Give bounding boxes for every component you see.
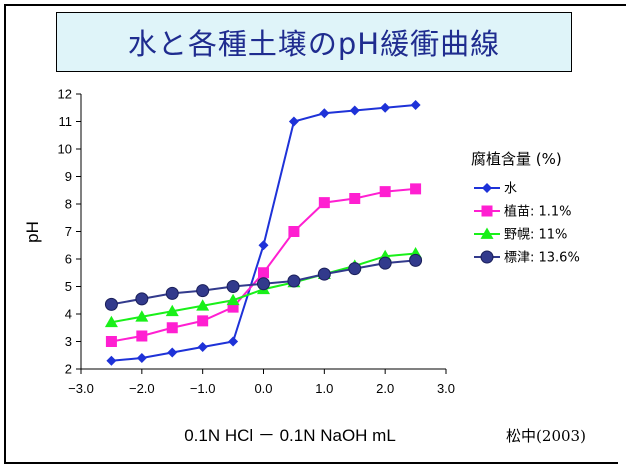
x-tick-label: 0.0 bbox=[254, 381, 272, 396]
data-point-s2-1 bbox=[135, 310, 149, 322]
y-tick-label: 7 bbox=[65, 224, 72, 239]
y-axis-title: pH bbox=[23, 221, 42, 243]
legend-title: 腐植含量 (%) bbox=[471, 150, 562, 168]
data-point-s1-3 bbox=[197, 315, 209, 327]
data-point-s3-5 bbox=[257, 277, 270, 291]
legend-marker-3 bbox=[480, 250, 494, 264]
x-tick-label: −2.0 bbox=[129, 381, 155, 396]
data-point-s3-2 bbox=[165, 286, 179, 300]
data-point-s0-5 bbox=[258, 240, 269, 251]
data-point-s1-8 bbox=[349, 193, 361, 204]
data-point-s0-1 bbox=[136, 353, 147, 363]
source-citation: 松中(2003) bbox=[506, 427, 586, 445]
data-point-s1-10 bbox=[410, 183, 422, 195]
y-tick-label: 4 bbox=[65, 307, 72, 322]
data-point-s3-6 bbox=[287, 274, 301, 288]
data-point-s0-0 bbox=[106, 355, 117, 366]
legend-marker-1 bbox=[481, 205, 493, 217]
data-point-s3-0 bbox=[104, 297, 118, 311]
y-tick-label: 3 bbox=[65, 334, 72, 349]
data-point-s1-1 bbox=[136, 330, 148, 342]
data-point-s1-7 bbox=[318, 197, 330, 209]
y-tick-label: 10 bbox=[58, 142, 72, 157]
x-tick-label: −1.0 bbox=[190, 381, 216, 396]
chart-title: 水と各種土壌のpH緩衝曲線 bbox=[127, 27, 501, 61]
x-tick-label: 2.0 bbox=[376, 381, 394, 396]
data-point-s0-10 bbox=[410, 100, 421, 110]
data-point-s1-0 bbox=[105, 336, 117, 347]
legend-label-1: 植苗: 1.1% bbox=[504, 205, 572, 220]
data-point-s0-2 bbox=[167, 347, 178, 358]
data-point-s1-5 bbox=[258, 267, 269, 279]
x-axis-title: 0.1N HCl － 0.1N NaOH mL bbox=[184, 426, 396, 445]
x-tick-label: 1.0 bbox=[315, 381, 333, 396]
data-point-s0-7 bbox=[319, 108, 330, 119]
y-tick-label: 9 bbox=[65, 169, 72, 184]
data-point-s1-9 bbox=[379, 186, 391, 198]
data-point-s0-8 bbox=[349, 105, 360, 116]
y-tick-label: 2 bbox=[65, 362, 72, 377]
data-point-s1-2 bbox=[166, 322, 178, 334]
data-point-s3-3 bbox=[196, 284, 210, 298]
data-point-s2-2 bbox=[165, 304, 179, 317]
data-point-s2-0 bbox=[104, 315, 118, 328]
data-point-s2-3 bbox=[196, 299, 210, 311]
y-tick-label: 5 bbox=[65, 279, 72, 294]
data-point-s1-4 bbox=[227, 301, 239, 313]
data-point-s0-6 bbox=[288, 116, 299, 127]
x-tick-label: −3.0 bbox=[68, 381, 94, 396]
data-point-s3-4 bbox=[226, 280, 240, 293]
series-line-0 bbox=[111, 104, 416, 362]
data-point-s0-3 bbox=[197, 342, 208, 352]
data-point-s2-4 bbox=[226, 293, 240, 306]
data-point-s3-1 bbox=[135, 292, 149, 306]
y-tick-label: 12 bbox=[58, 87, 72, 102]
y-tick-label: 11 bbox=[59, 114, 73, 129]
data-point-s1-6 bbox=[288, 226, 300, 237]
data-point-s3-7 bbox=[317, 267, 331, 281]
data-point-s3-9 bbox=[378, 256, 392, 270]
top-rule bbox=[4, 4, 626, 6]
legend-marker-0 bbox=[482, 183, 492, 193]
x-tick-label: 3.0 bbox=[437, 381, 455, 396]
y-tick-label: 6 bbox=[65, 252, 72, 267]
legend-label-3: 標津: 13.6% bbox=[504, 251, 580, 266]
legend-marker-2 bbox=[480, 227, 494, 239]
data-point-s3-10 bbox=[409, 253, 423, 267]
legend-label-0: 水 bbox=[504, 182, 517, 197]
data-point-s3-8 bbox=[348, 262, 362, 276]
legend-label-2: 野幌: 11% bbox=[504, 227, 567, 243]
y-tick-label: 8 bbox=[65, 197, 72, 212]
data-point-s0-4 bbox=[228, 336, 239, 347]
title-box: 水と各種土壌のpH緩衝曲線 bbox=[56, 12, 572, 72]
data-point-s0-9 bbox=[380, 102, 391, 113]
